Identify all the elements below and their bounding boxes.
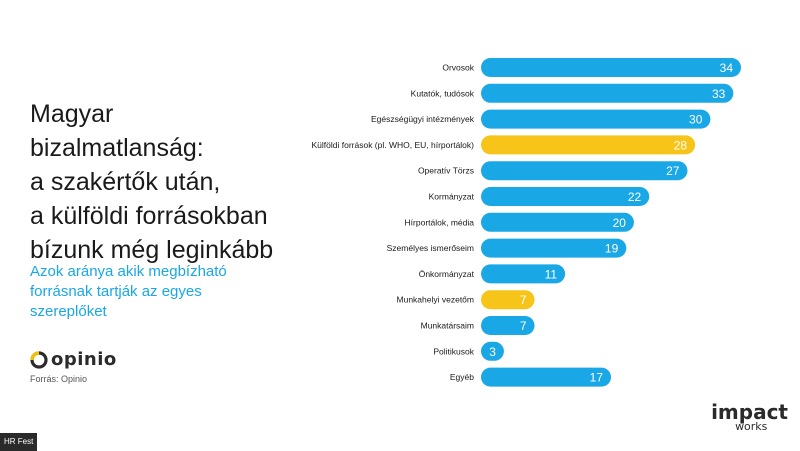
bar-group: Kormányzat 22 <box>429 187 650 206</box>
chart-subtitle: Azok aránya akik megbízható forrásnak ta… <box>30 262 310 322</box>
category-label: Operatív Törzs <box>418 166 474 176</box>
bar <box>481 109 711 129</box>
value-label: 7 <box>520 293 527 307</box>
category-label: Kutatók, tudósok <box>411 88 475 98</box>
page-title: Magyar bizalmatlanság: a szakértők után,… <box>30 97 330 267</box>
title-line: a külföldi forrásokban <box>30 202 268 230</box>
category-label: Hírportálok, média <box>405 217 475 227</box>
value-label: 34 <box>720 61 734 75</box>
category-label: Önkormányzat <box>419 269 475 279</box>
value-label: 30 <box>689 113 703 127</box>
impact-works-logo: impact works <box>711 402 788 432</box>
brand-line1: impact <box>711 400 788 424</box>
title-line: a szakértők után, <box>30 168 221 196</box>
subtitle-line: forrásnak tartják az egyes <box>30 283 202 300</box>
value-label: 22 <box>628 190 642 204</box>
category-label: Egyéb <box>450 372 474 382</box>
bar-group: Egyéb 17 <box>450 367 611 387</box>
value-label: 19 <box>605 242 619 256</box>
bar <box>481 367 611 387</box>
category-label: Személyes ismerőseim <box>387 243 474 253</box>
bar <box>481 161 688 181</box>
category-label: Egészségügyi intézmények <box>371 114 475 124</box>
bar <box>481 58 741 77</box>
category-label: Orvosok <box>442 63 474 73</box>
brand-line2: works <box>735 420 768 433</box>
value-label: 7 <box>520 319 527 333</box>
bar-group: Egészségügyi intézmények 30 <box>371 109 711 129</box>
bar <box>481 238 627 258</box>
title-line: Magyar <box>30 100 114 128</box>
subtitle-line: Azok aránya akik megbízható <box>30 263 227 280</box>
title-line: bízunk még leginkább <box>30 236 274 264</box>
bar <box>481 341 504 361</box>
value-label: 3 <box>489 345 496 359</box>
bar-group: Munkahelyi vezetőm 7 <box>397 290 535 310</box>
value-label: 20 <box>613 216 627 230</box>
bar <box>481 212 634 232</box>
bar <box>481 83 734 103</box>
bar-group: Hírportálok, média 20 <box>405 212 634 232</box>
bar <box>481 187 650 206</box>
category-label: Kormányzat <box>429 192 475 202</box>
bar-group: Orvosok 34 <box>442 58 741 77</box>
category-label: Munkatársaim <box>421 321 474 331</box>
value-label: 27 <box>666 164 680 178</box>
source-note: Forrás: Opinio <box>30 374 88 384</box>
bar-group: Külföldi források (pl. WHO, EU, hírportá… <box>312 135 696 155</box>
opinio-logo-text: opinio <box>51 349 117 370</box>
bar <box>481 290 535 310</box>
bar-group: Politikusok 3 <box>433 341 504 361</box>
category-label: Külföldi források (pl. WHO, EU, hírportá… <box>312 140 475 150</box>
bar-group: Operatív Törzs 27 <box>418 161 688 181</box>
opinio-logo-icon <box>30 351 48 369</box>
category-label: Munkahelyi vezetőm <box>397 295 474 305</box>
value-label: 28 <box>674 138 688 152</box>
opinio-logo: opinio <box>29 350 117 370</box>
value-label: 11 <box>545 267 558 281</box>
value-label: 17 <box>590 371 604 385</box>
bar-group: Kutatók, tudósok 33 <box>411 83 734 103</box>
bar <box>481 135 696 155</box>
bar-group: Önkormányzat 11 <box>419 264 566 284</box>
value-label: 33 <box>712 87 726 101</box>
bar-group: Személyes ismerőseim 19 <box>387 238 627 258</box>
hr-fest-badge: HR Fest <box>0 433 38 451</box>
bar <box>481 316 535 335</box>
bar <box>481 264 566 284</box>
category-label: Politikusok <box>433 346 474 356</box>
subtitle-line: szereplőket <box>30 303 107 320</box>
bar-group: Munkatársaim 7 <box>421 316 535 335</box>
title-line: bizalmatlanság: <box>30 134 204 162</box>
